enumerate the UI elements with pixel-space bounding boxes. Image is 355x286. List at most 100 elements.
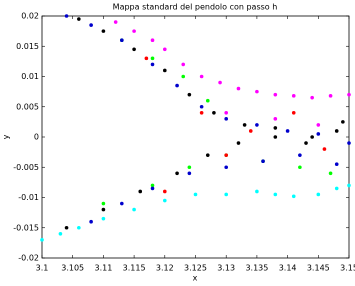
point bbox=[224, 111, 228, 115]
point bbox=[273, 192, 278, 197]
point bbox=[175, 171, 179, 176]
point bbox=[199, 111, 204, 115]
point bbox=[310, 95, 314, 100]
y-tick-label: 0.02 bbox=[21, 12, 39, 21]
y-tick-label: -0.01 bbox=[18, 193, 39, 202]
point bbox=[242, 123, 247, 127]
x-tick-label: 3.135 bbox=[245, 264, 268, 273]
point bbox=[163, 189, 167, 194]
y-axis-label: y bbox=[2, 134, 11, 139]
point bbox=[77, 17, 81, 21]
point bbox=[236, 141, 241, 145]
y-tick-label: -0.015 bbox=[13, 223, 39, 232]
point bbox=[255, 89, 259, 94]
point bbox=[316, 192, 321, 197]
point bbox=[316, 123, 321, 127]
y-tick-label: -0.005 bbox=[13, 163, 39, 172]
point bbox=[120, 201, 124, 206]
x-tick-label: 3.115 bbox=[123, 264, 146, 273]
point bbox=[218, 80, 222, 85]
point bbox=[187, 92, 192, 97]
point bbox=[347, 141, 351, 145]
point bbox=[304, 141, 308, 145]
point bbox=[193, 192, 198, 197]
point bbox=[150, 183, 155, 188]
point bbox=[132, 207, 136, 212]
point bbox=[273, 117, 278, 121]
point bbox=[120, 38, 124, 42]
x-tick-label: 3.105 bbox=[61, 264, 84, 273]
point bbox=[285, 129, 290, 133]
x-tick-label: 3.125 bbox=[184, 264, 207, 273]
point bbox=[224, 192, 228, 197]
y-tick-label: -0.02 bbox=[18, 254, 39, 263]
point bbox=[64, 14, 69, 18]
point bbox=[132, 47, 136, 52]
point bbox=[150, 186, 155, 191]
point bbox=[316, 132, 321, 136]
point bbox=[334, 129, 339, 133]
point bbox=[58, 232, 63, 236]
point bbox=[101, 29, 106, 33]
point bbox=[199, 104, 204, 109]
x-tick-label: 3.145 bbox=[307, 264, 330, 273]
point bbox=[236, 86, 241, 91]
point bbox=[273, 126, 278, 130]
y-tick-label: 0 bbox=[34, 133, 39, 142]
y-tick-label: 0.005 bbox=[16, 102, 39, 111]
point bbox=[291, 94, 296, 98]
y-tick-label: 0.01 bbox=[21, 72, 39, 81]
point bbox=[101, 201, 106, 206]
point bbox=[248, 129, 253, 133]
point bbox=[224, 165, 228, 170]
x-tick-label: 3.12 bbox=[156, 264, 174, 273]
y-tick-label: 0.015 bbox=[16, 42, 39, 51]
point bbox=[89, 23, 93, 27]
point bbox=[255, 189, 259, 194]
point bbox=[212, 111, 216, 115]
point bbox=[175, 83, 179, 88]
point bbox=[328, 171, 333, 176]
point bbox=[89, 219, 93, 224]
point bbox=[224, 117, 228, 121]
point bbox=[347, 183, 351, 188]
point bbox=[291, 194, 296, 199]
point bbox=[113, 20, 118, 24]
point bbox=[298, 165, 302, 170]
x-tick-label: 3.1 bbox=[36, 264, 49, 273]
point bbox=[163, 47, 167, 52]
point bbox=[334, 162, 339, 167]
x-tick-label: 3.13 bbox=[217, 264, 235, 273]
point bbox=[150, 38, 155, 42]
point bbox=[150, 56, 155, 61]
x-tick-label: 3.15 bbox=[340, 264, 355, 273]
point bbox=[341, 120, 345, 124]
point bbox=[205, 98, 210, 103]
point bbox=[64, 225, 69, 230]
point bbox=[181, 62, 186, 67]
point bbox=[144, 56, 149, 61]
point bbox=[328, 94, 333, 98]
point bbox=[291, 111, 296, 115]
point bbox=[322, 147, 327, 151]
point bbox=[101, 216, 106, 221]
point bbox=[163, 68, 167, 73]
chart-title: Mappa standard del pendolo con passo h bbox=[113, 3, 278, 12]
point bbox=[132, 29, 136, 33]
point bbox=[310, 135, 314, 139]
point bbox=[150, 62, 155, 67]
point bbox=[347, 92, 351, 97]
point bbox=[187, 165, 192, 170]
point bbox=[334, 186, 339, 191]
point bbox=[40, 238, 44, 242]
x-axis-label: x bbox=[193, 274, 198, 283]
x-tick-label: 3.11 bbox=[94, 264, 112, 273]
point bbox=[224, 153, 228, 157]
point bbox=[199, 74, 204, 79]
point bbox=[273, 135, 278, 139]
point bbox=[205, 153, 210, 157]
point bbox=[138, 189, 143, 194]
point bbox=[298, 153, 302, 157]
